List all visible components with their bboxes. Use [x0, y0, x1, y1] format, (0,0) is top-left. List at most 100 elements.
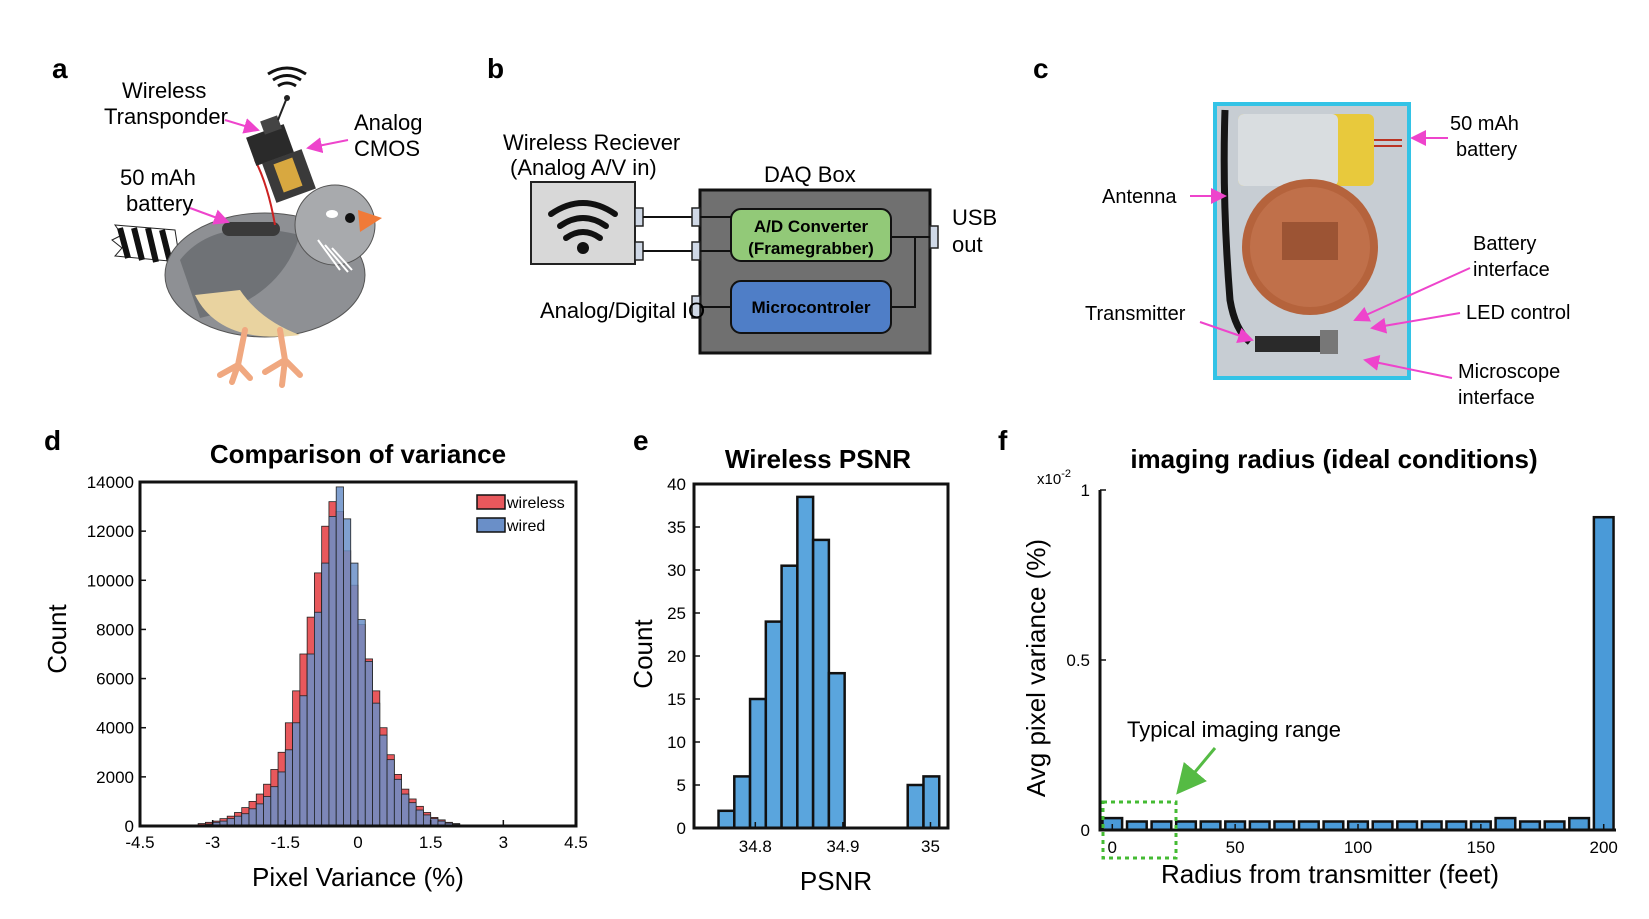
chart-e-xlabel: PSNR	[800, 866, 872, 896]
y-tick-label: 1	[1081, 481, 1090, 500]
bar-wired	[306, 653, 315, 827]
photo-transmitter: Transmitter	[1085, 303, 1186, 325]
x-tick-label: 34.8	[739, 837, 772, 856]
y-tick-label: 35	[667, 518, 686, 537]
radius-bar	[1568, 816, 1591, 832]
psnr-bar	[733, 775, 752, 830]
chart-d-title: Comparison of variance	[210, 439, 506, 469]
panel-letter-b: b	[487, 53, 504, 84]
bar-wired	[422, 814, 432, 827]
y-tick-label: 6000	[96, 670, 134, 689]
label-cmos-2: CMOS	[354, 136, 420, 161]
y-tick-label: 25	[667, 604, 686, 623]
chart-f-title: imaging radius (ideal conditions)	[1130, 444, 1537, 474]
label-cmos-1: Analog	[354, 110, 423, 135]
bar-wired	[335, 486, 344, 827]
x-tick-label: 34.9	[826, 837, 859, 856]
typical-range-label: Typical imaging range	[1127, 717, 1341, 742]
photo-microscope-1: Microscope	[1458, 361, 1560, 383]
adc-label-1: A/D Converter	[754, 217, 869, 236]
chart-e-title: Wireless PSNR	[725, 444, 911, 474]
bar-wired	[408, 802, 417, 827]
x-tick-label: -4.5	[125, 833, 154, 852]
arrow-cmos	[306, 137, 349, 154]
chart-d-legend: wireless wired	[476, 494, 565, 535]
panel-c: c 50 mAh battery Antenna Transmitter Bat…	[1033, 53, 1571, 409]
chart-d-xlabel: Pixel Variance (%)	[252, 862, 464, 892]
bar-wired	[379, 734, 388, 827]
y-tick-label: 0	[1081, 821, 1090, 840]
x-tick-label: 35	[921, 837, 940, 856]
y-tick-label: 30	[667, 561, 686, 580]
typical-range-arrow	[1176, 747, 1217, 795]
bar-wired	[277, 771, 286, 827]
usb-label-2: out	[952, 232, 983, 257]
psnr-bar	[796, 495, 815, 830]
photo-microscope-2: interface	[1458, 387, 1535, 409]
wifi-icon	[267, 66, 307, 88]
y-tick-label: 8000	[96, 620, 134, 639]
photo-antenna: Antenna	[1102, 186, 1177, 208]
chart-f-ticks: 0 50 100 150 200 0 0.5 1	[1066, 481, 1618, 857]
y-tick-label: 12000	[87, 522, 134, 541]
y-tick-label: 5	[677, 776, 686, 795]
arrow-battery	[189, 207, 230, 225]
x-tick-label: 100	[1344, 838, 1372, 857]
x-tick-label: -3	[205, 833, 220, 852]
chart-f-xlabel: Radius from transmitter (feet)	[1161, 859, 1499, 889]
label-transponder-2: Transponder	[104, 104, 228, 129]
x-tick-label: 150	[1467, 838, 1495, 857]
label-battery-1: 50 mAh	[120, 165, 196, 190]
psnr-bar	[827, 671, 846, 830]
bar-wired	[372, 702, 381, 827]
chart-f-ylabel: Avg pixel variance (%)	[1021, 539, 1051, 797]
bar-wired	[364, 660, 373, 827]
arrow-transponder	[224, 118, 260, 134]
psnr-bar	[748, 697, 768, 830]
chart-f-bars	[1101, 515, 1615, 832]
photo-led: LED control	[1466, 302, 1571, 324]
x-tick-label: 200	[1590, 838, 1618, 857]
y-tick-label: 0.5	[1066, 651, 1090, 670]
wifi-icon	[548, 200, 618, 254]
legend-label-wireless: wireless	[506, 495, 565, 512]
x-tick-label: 0	[353, 833, 362, 852]
panel-letter-d: d	[44, 425, 61, 456]
bar-wired	[241, 813, 250, 827]
receiver-box	[530, 181, 636, 265]
chart-f-exponent-power: -2	[1061, 468, 1071, 480]
chart-f-exponent: x10-2	[1037, 468, 1071, 488]
bar-wired	[415, 809, 424, 827]
psnr-bar	[717, 809, 736, 830]
chart-f-exponent-base: x10	[1037, 471, 1061, 488]
io-label: Analog/Digital IO	[540, 298, 705, 323]
panel-d: d Comparison of variance -4.5 -3 -1.5 0 1.5 3…	[42, 425, 588, 892]
x-tick-label: 0	[1108, 838, 1117, 857]
bar-wired	[386, 759, 395, 827]
x-tick-label: 1.5	[419, 833, 443, 852]
radius-bar	[1592, 515, 1615, 832]
legend-swatch-wired	[476, 517, 506, 533]
y-tick-label: 0	[677, 819, 686, 838]
chart-e-ylabel: Count	[628, 619, 658, 689]
photo-battery-iface-2: interface	[1473, 259, 1550, 281]
y-tick-label: 0	[125, 817, 134, 836]
receiver-label-2: (Analog A/V in)	[510, 155, 657, 180]
x-tick-label: 50	[1226, 838, 1245, 857]
panel-letter-f: f	[998, 425, 1008, 456]
psnr-bar	[780, 564, 799, 830]
receiver-label-1: Wireless Reciever	[503, 130, 680, 155]
bar-wired	[350, 562, 359, 827]
chart-f-axes	[1098, 490, 1616, 832]
y-tick-label: 2000	[96, 768, 134, 787]
chart-e-bars	[717, 495, 941, 830]
panel-f: f imaging radius (ideal conditions) x10-…	[998, 425, 1618, 889]
bar-wired	[292, 722, 301, 827]
y-tick-label: 4000	[96, 719, 134, 738]
psnr-bar	[906, 783, 925, 830]
bar-wired	[328, 516, 337, 827]
bar-wired	[248, 808, 257, 827]
legend-label-wired: wired	[506, 518, 545, 535]
panel-e: e Wireless PSNR 34.8 34.9 35 0 5 10 15 20 25 30 35…	[628, 425, 950, 896]
panel-b: b Wireless Reciever (Analog A/V in) DAQ …	[487, 53, 997, 355]
